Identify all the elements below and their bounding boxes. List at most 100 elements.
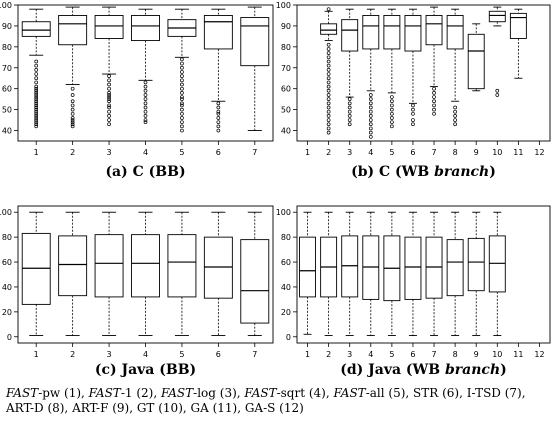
y-tick-label: 60 <box>2 85 12 94</box>
y-tick-label: 70 <box>281 64 291 73</box>
plot-frame <box>296 205 551 344</box>
outlier-point <box>432 86 436 91</box>
outlier-point <box>180 124 184 129</box>
outlier-point <box>34 72 39 76</box>
outlier-point <box>390 107 394 112</box>
box-5 <box>167 211 197 336</box>
y-tick-label: 60 <box>281 258 291 267</box>
outlier-point <box>347 114 352 118</box>
outlier-point <box>495 93 500 97</box>
legend-tool-name: FAST <box>88 386 121 400</box>
outlier-point <box>180 128 184 133</box>
outlier-point <box>143 109 148 114</box>
box-2 <box>58 6 88 129</box>
outlier-point <box>326 118 331 122</box>
outlier-point <box>34 111 39 116</box>
y-tick-label: 0 <box>286 333 291 342</box>
outlier-point <box>34 122 39 127</box>
iqr-box <box>488 10 506 23</box>
iqr-box <box>131 15 160 42</box>
caption-italic: branch <box>434 164 489 180</box>
y-tick-label: 80 <box>2 43 12 52</box>
outlier-point <box>368 109 373 114</box>
iqr-box <box>509 12 527 39</box>
iqr-box <box>404 236 422 300</box>
y-tick-label: 50 <box>281 106 291 115</box>
outlier-point <box>180 91 184 95</box>
x-tick-label: 3 <box>107 350 112 359</box>
outlier-point <box>143 97 148 102</box>
outlier-point <box>107 105 111 110</box>
y-tick-label: 40 <box>2 283 12 292</box>
outlier-point <box>432 91 436 95</box>
outlier-point <box>180 70 184 74</box>
x-tick-label: 9 <box>474 350 479 359</box>
outlier-point <box>326 122 331 127</box>
iqr-box <box>446 239 464 297</box>
outlier-point <box>34 105 39 110</box>
x-tick-label: 4 <box>143 350 148 359</box>
outlier-point <box>180 78 184 83</box>
outlier-point <box>326 55 331 60</box>
outlier-point <box>326 101 331 106</box>
y-tick-label: 100 <box>276 208 291 217</box>
legend-tool-name: FAST <box>244 386 277 400</box>
outlier-point <box>326 97 331 102</box>
outlier-point <box>411 118 415 122</box>
outlier-point <box>411 103 415 108</box>
outlier-point <box>34 107 39 112</box>
box-2 <box>320 211 338 336</box>
x-tick-label: 1 <box>34 148 39 157</box>
outlier-point <box>432 107 436 112</box>
outlier-point <box>216 105 221 110</box>
outlier-point <box>326 76 331 81</box>
x-tick-label: 12 <box>534 148 544 157</box>
outlier-point <box>368 105 373 110</box>
outlier-point <box>432 95 436 99</box>
outlier-point <box>107 103 111 108</box>
outlier-point <box>326 51 331 55</box>
outlier-point <box>107 97 111 102</box>
x-tick-label: 4 <box>368 350 373 359</box>
panel-caption: (a) C (BB) <box>105 164 185 180</box>
outlier-point <box>216 101 221 106</box>
x-tick-label: 4 <box>368 148 373 157</box>
y-tick-label: 40 <box>2 127 12 136</box>
y-tick-label: 80 <box>281 233 291 242</box>
box-5 <box>383 211 401 336</box>
iqr-box <box>404 15 422 52</box>
legend-text: -pw (1), <box>38 386 89 400</box>
x-tick-label: 8 <box>453 148 458 157</box>
outlier-point <box>326 130 331 135</box>
outlier-point <box>180 65 184 70</box>
iqr-box <box>320 23 338 35</box>
iqr-box <box>131 234 160 298</box>
plot-frame <box>296 4 551 142</box>
outlier-point <box>432 99 436 104</box>
outlier-point <box>347 109 352 114</box>
caption-text: (b) C (WB <box>351 164 434 180</box>
iqr-box <box>299 236 316 298</box>
outlier-point <box>216 109 221 114</box>
outlier-point <box>180 97 184 102</box>
legend-text: -sqrt (4), <box>276 386 334 400</box>
y-tick-label: 100 <box>276 1 291 10</box>
iqr-box <box>467 33 485 90</box>
outlier-point <box>34 80 39 85</box>
outlier-point <box>34 91 39 95</box>
outlier-point <box>326 80 331 85</box>
outlier-point <box>34 68 39 72</box>
outlier-point <box>34 116 39 120</box>
box-11 <box>509 8 527 79</box>
outlier-point <box>180 116 184 120</box>
outlier-point <box>70 120 75 125</box>
x-tick-label: 3 <box>347 148 352 157</box>
outlier-point <box>70 118 75 122</box>
outlier-point <box>180 61 184 66</box>
iqr-box <box>167 234 197 298</box>
outlier-point <box>411 122 415 127</box>
y-tick-label: 70 <box>2 64 12 73</box>
outlier-point <box>107 78 111 83</box>
outlier-point <box>180 111 184 116</box>
